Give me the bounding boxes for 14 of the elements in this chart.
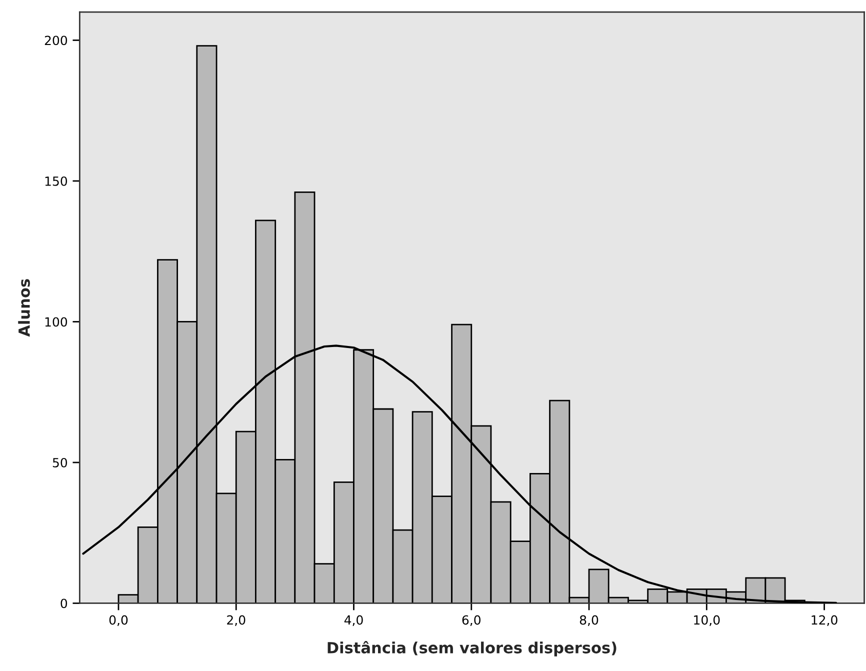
- y-axis-title: Alunos: [18, 279, 30, 337]
- y-tick-label: 100: [45, 317, 68, 327]
- x-tick-label: 2,0: [227, 615, 246, 626]
- y-tick-label: 50: [52, 458, 68, 468]
- x-axis-title: Distância (sem valores dispersos): [328, 641, 616, 656]
- x-tick-label: 12,0: [812, 615, 838, 626]
- x-tick-label: 8,0: [580, 615, 598, 626]
- y-tick-label: 150: [45, 176, 68, 186]
- x-tick-label: 0,0: [109, 615, 128, 626]
- x-tick-label: 10,0: [694, 615, 720, 626]
- x-tick-label: 4,0: [344, 615, 363, 626]
- x-tick-label: 6,0: [462, 615, 480, 626]
- y-tick-label: 0: [60, 598, 68, 608]
- y-tick-label: 200: [44, 36, 68, 46]
